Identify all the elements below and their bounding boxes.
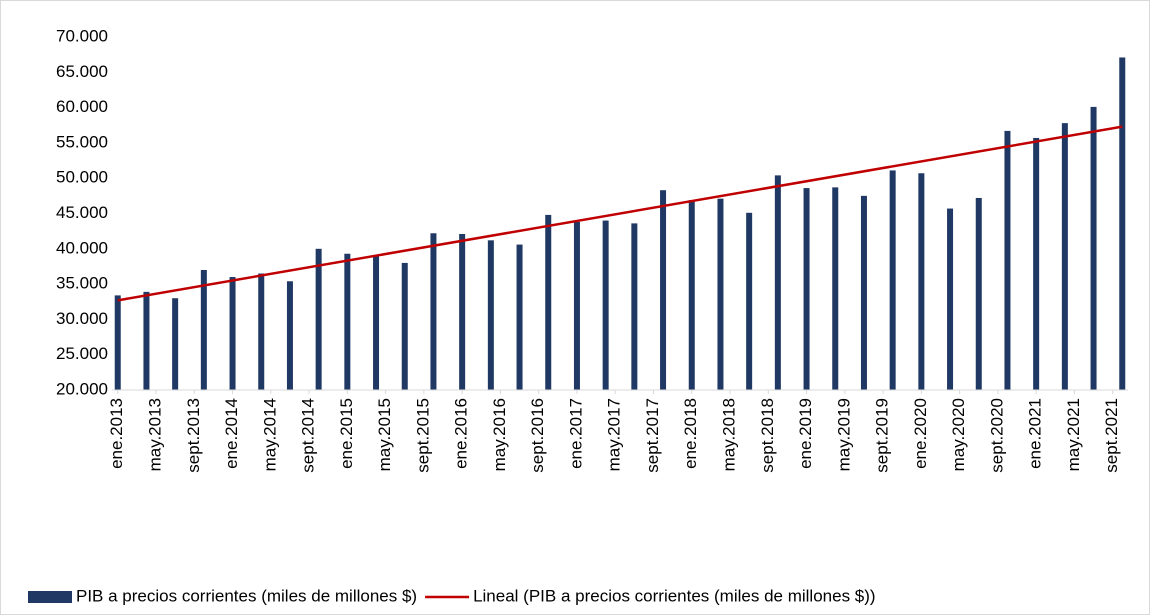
bar [430,233,437,390]
bar [143,291,150,390]
bar [889,170,896,390]
x-tick-label: sept.2018 [758,398,777,473]
x-tick-label: ene.2016 [452,398,471,469]
x-tick-label: ene.2021 [1026,398,1045,469]
bar [200,269,207,390]
bar [315,248,322,390]
y-tick-label: 20.000 [56,379,108,398]
bar [832,187,839,390]
x-tick-label: may.2016 [490,398,509,471]
bar [258,273,265,390]
bar [860,195,867,390]
x-tick-label: may.2019 [834,398,853,471]
bar [373,255,380,390]
y-tick-label: 35.000 [56,274,108,293]
bar [947,208,954,390]
bar [1033,137,1040,390]
bar [975,197,982,390]
bar [459,233,466,390]
bar [1119,57,1126,390]
x-tick-label: may.2013 [145,398,164,471]
y-tick-label: 60.000 [56,97,108,116]
bar [487,240,494,390]
y-tick-label: 55.000 [56,132,108,151]
legend-swatch [28,591,72,603]
x-tick-label: may.2018 [720,398,739,471]
bar [717,198,724,390]
trend-line [117,125,1123,302]
y-tick-label: 65.000 [56,62,108,81]
bar [516,244,523,390]
y-tick-label: 70.000 [56,26,108,45]
x-tick-label: may.2021 [1064,398,1083,471]
x-tick-label: sept.2020 [987,398,1006,473]
x-tick-label: sept.2021 [1102,398,1121,473]
x-tick-label: sept.2013 [184,398,203,473]
bar [1004,130,1011,390]
x-tick-label: sept.2014 [299,398,318,473]
x-tick-label: ene.2015 [337,398,356,469]
bar [229,277,236,390]
legend-label: PIB a precios corrientes (miles de millo… [76,586,417,605]
legend-label: Lineal (PIB a precios corrientes (miles … [473,586,876,605]
y-tick-label: 50.000 [56,168,108,187]
bar [1090,106,1097,391]
bar [286,281,293,390]
bar [545,214,552,390]
bar [114,295,121,390]
bar [344,253,351,390]
bar [573,221,580,390]
y-tick-label: 25.000 [56,344,108,363]
x-tick-label: ene.2013 [107,398,126,469]
x-tick-label: ene.2019 [796,398,815,469]
x-tick-label: may.2017 [605,398,624,471]
x-tick-label: may.2015 [375,398,394,471]
x-tick-label: ene.2014 [222,398,241,469]
x-tick-label: ene.2020 [911,398,930,469]
y-tick-label: 30.000 [56,309,108,328]
bar [1061,123,1068,390]
x-tick-label: may.2020 [949,398,968,471]
bar [660,190,667,390]
bar [172,298,179,390]
x-tick-label: ene.2017 [566,398,585,469]
x-tick-label: sept.2015 [413,398,432,473]
bar [746,212,753,390]
bar [631,223,638,390]
bar [918,173,925,390]
bar [401,262,408,390]
y-tick-label: 45.000 [56,203,108,222]
bar [688,200,695,390]
x-tick-label: sept.2016 [528,398,547,473]
bar [774,175,781,390]
x-tick-label: sept.2017 [643,398,662,473]
x-tick-label: may.2014 [260,398,279,471]
bar [803,188,810,390]
x-tick-label: sept.2019 [873,398,892,473]
bar [602,220,609,390]
x-tick-label: ene.2018 [681,398,700,469]
y-tick-label: 40.000 [56,238,108,257]
